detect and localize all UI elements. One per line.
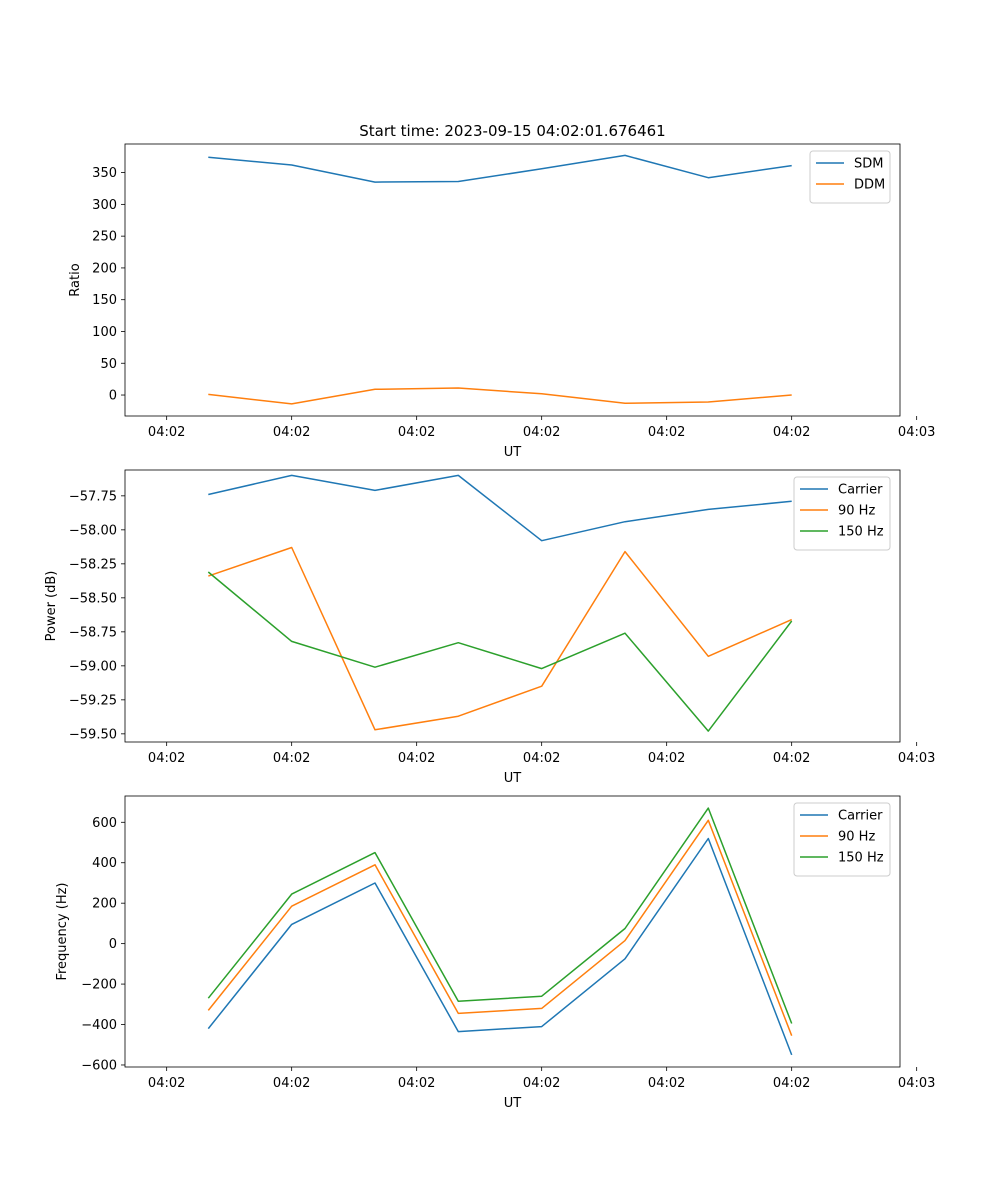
x-tick-label: 04:02 <box>148 751 185 766</box>
y-tick-label: −58.25 <box>69 557 117 572</box>
legend: Carrier 90 Hz 150 Hz <box>793 476 891 551</box>
legend: Carrier 90 Hz 150 Hz <box>793 802 891 877</box>
legend-label: Carrier <box>838 483 883 498</box>
y-tick-label: −58.75 <box>69 625 117 640</box>
x-tick-label: 04:03 <box>898 751 935 766</box>
y-tick-label: 200 <box>92 261 117 276</box>
y-tick-label: 250 <box>92 230 117 245</box>
axes-frame <box>124 143 901 417</box>
x-tick-label: 04:02 <box>523 1076 560 1091</box>
legend-box <box>809 150 891 204</box>
legend-label: Carrier <box>838 809 883 824</box>
legend-label: DDM <box>854 178 885 193</box>
x-tick-label: 04:02 <box>148 1076 185 1091</box>
y-axis-label: Frequency (Hz) <box>55 882 70 980</box>
x-axis-label: UT <box>504 771 522 786</box>
x-tick-label: 04:02 <box>398 1076 435 1091</box>
y-tick-label: −58.50 <box>69 591 117 606</box>
x-tick-label: 04:02 <box>773 425 810 440</box>
y-axis-label: Power (dB) <box>44 571 59 642</box>
x-tick-label: 04:02 <box>273 425 310 440</box>
x-tick-label: 04:02 <box>773 751 810 766</box>
legend-label: SDM <box>854 157 883 172</box>
x-tick-label: 04:02 <box>773 1076 810 1091</box>
y-tick-label: −58.00 <box>69 523 117 538</box>
series-line-carrier <box>208 474 792 542</box>
y-tick-label: 150 <box>92 293 117 308</box>
x-axis-label: UT <box>504 445 522 460</box>
x-tick-label: 04:03 <box>898 425 935 440</box>
x-tick-label: 04:02 <box>523 425 560 440</box>
legend-label: 150 Hz <box>838 851 884 866</box>
series-line-90-hz <box>207 819 793 1036</box>
y-tick-label: −200 <box>81 978 117 993</box>
y-tick-label: −59.50 <box>69 727 117 742</box>
y-tick-label: −57.75 <box>69 489 117 504</box>
panel-3: 04:02 04:02 04:02 04:02 04:02 04:02 04:03 −600 −… <box>55 795 935 1111</box>
panel-1: Start time: 2023-09-15 04:02:01.676461 04… <box>68 122 935 460</box>
y-tick-label: 0 <box>109 389 117 404</box>
series-line-sdm <box>208 154 792 183</box>
y-tick-label: 100 <box>92 325 117 340</box>
series-group <box>207 807 793 1056</box>
series-group <box>208 154 792 405</box>
x-tick-label: 04:02 <box>648 1076 685 1091</box>
x-tick-label: 04:02 <box>648 425 685 440</box>
y-tick-label: 200 <box>92 897 117 912</box>
x-axis-label: UT <box>504 1096 522 1111</box>
legend: SDM DDM <box>809 150 891 204</box>
y-tick-label: 300 <box>92 198 117 213</box>
series-line-carrier <box>207 837 793 1056</box>
legend-label: 150 Hz <box>838 525 884 540</box>
y-tick-label: 350 <box>92 166 117 181</box>
y-axis-label: Ratio <box>68 263 83 296</box>
series-line-90-hz <box>208 546 793 731</box>
series-line-ddm <box>208 387 792 405</box>
chart-title: Start time: 2023-09-15 04:02:01.676461 <box>359 122 665 140</box>
x-tick-label: 04:02 <box>148 425 185 440</box>
y-tick-label: 50 <box>100 357 117 372</box>
x-tick-label: 04:02 <box>398 751 435 766</box>
x-tick-label: 04:02 <box>398 425 435 440</box>
x-tick-label: 04:02 <box>273 751 310 766</box>
y-tick-label: −400 <box>81 1018 117 1033</box>
legend-label: 90 Hz <box>838 504 875 519</box>
panel-2: 04:02 04:02 04:02 04:02 04:02 04:02 04:03 −57.7… <box>44 469 935 786</box>
y-tick-label: 0 <box>109 937 117 952</box>
x-tick-label: 04:03 <box>898 1076 935 1091</box>
axes-frame <box>124 795 901 1068</box>
series-line-150-hz <box>207 571 793 732</box>
y-tick-label: 400 <box>92 856 117 871</box>
y-tick-label: −59.00 <box>69 659 117 674</box>
series-line-150-hz <box>207 807 793 1024</box>
legend-label: 90 Hz <box>838 830 875 845</box>
x-tick-label: 04:02 <box>648 751 685 766</box>
y-tick-label: 600 <box>92 816 117 831</box>
y-tick-label: −59.25 <box>69 693 117 708</box>
series-group <box>207 474 793 732</box>
x-tick-label: 04:02 <box>523 751 560 766</box>
x-tick-label: 04:02 <box>273 1076 310 1091</box>
y-tick-label: −600 <box>81 1058 117 1073</box>
axes-frame <box>124 469 901 743</box>
